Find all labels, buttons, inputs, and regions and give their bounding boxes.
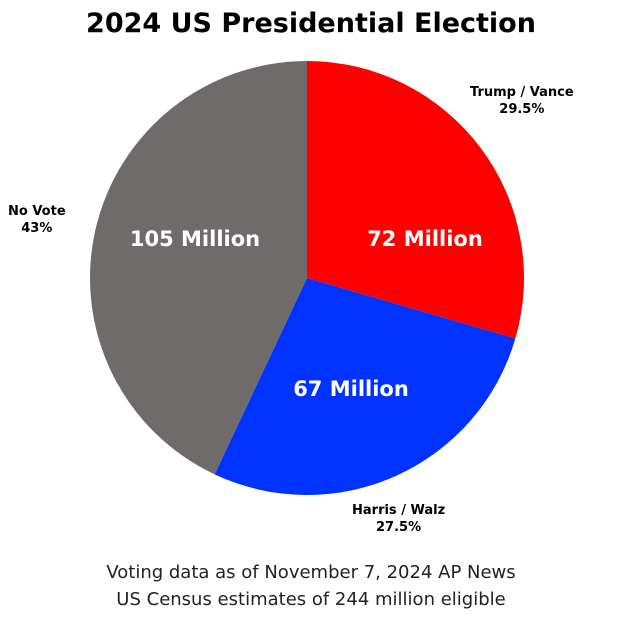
pie-slice-trump — [307, 61, 524, 339]
slice-label-trump: Trump / Vance 29.5% — [470, 84, 574, 118]
slice-name: Harris / Walz — [352, 503, 446, 518]
slice-percent: 29.5% — [499, 102, 545, 117]
footer-note: US Census estimates of 244 million eligi… — [116, 589, 506, 610]
pie-slice-novote — [90, 61, 308, 475]
pie-slice-harris — [214, 278, 516, 495]
data-label-novote: 105 Million — [130, 227, 260, 251]
slice-label-harris: Harris / Walz 27.5% — [352, 502, 445, 536]
slice-percent: 27.5% — [376, 520, 422, 535]
slice-label-novote: No Vote 43% — [8, 203, 66, 237]
footer-source: Voting data as of November 7, 2024 AP Ne… — [106, 562, 516, 583]
slice-percent: 43% — [21, 221, 53, 236]
slice-name: Trump / Vance — [470, 85, 574, 100]
data-label-trump: 72 Million — [367, 227, 483, 251]
data-label-harris: 67 Million — [293, 377, 409, 401]
chart-title: 2024 US Presidential Election — [86, 8, 536, 39]
slice-name: No Vote — [8, 204, 66, 219]
